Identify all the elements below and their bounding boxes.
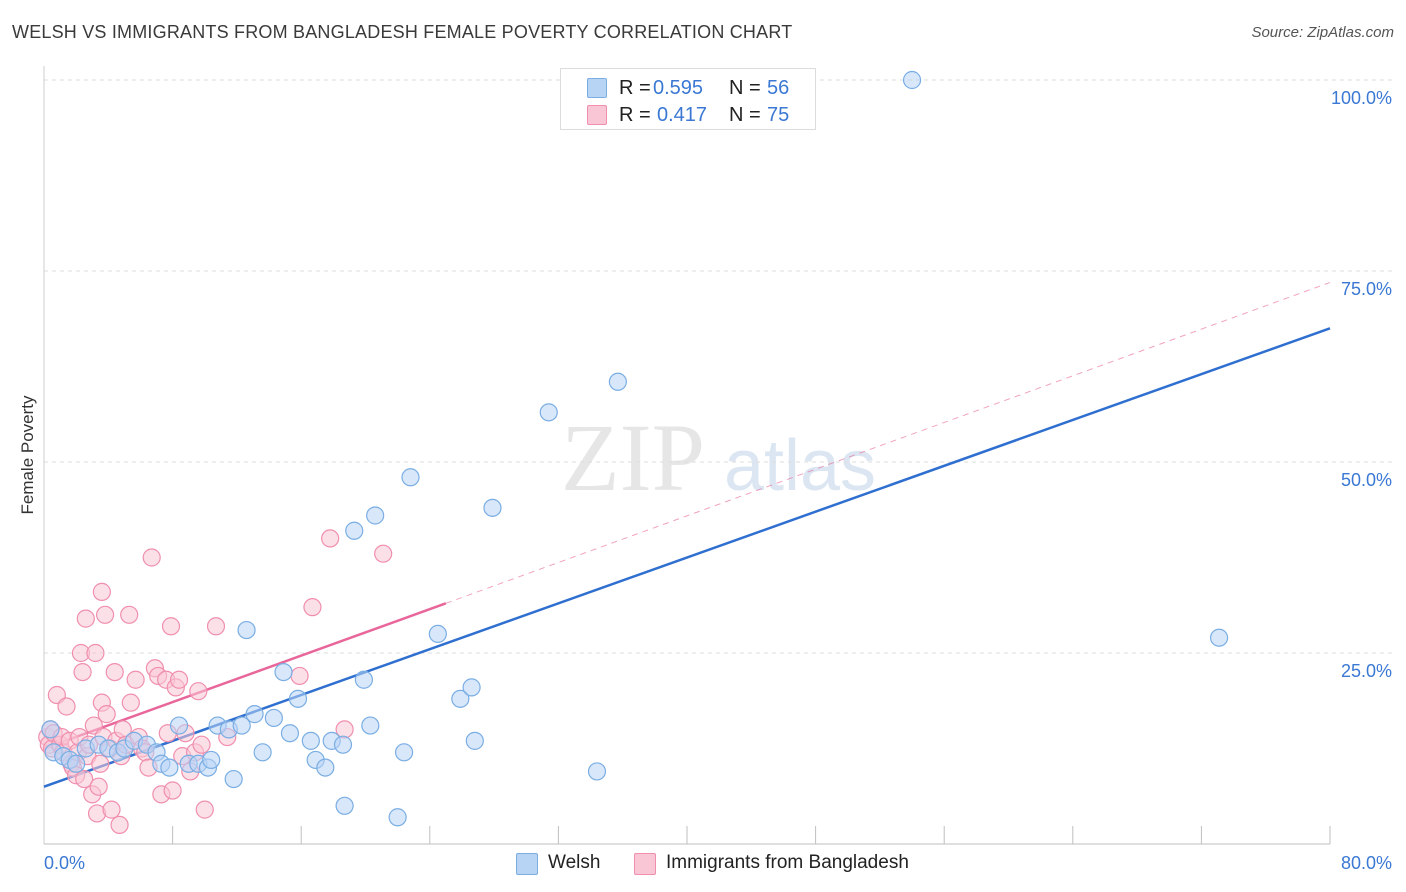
welsh-point — [902, 70, 922, 90]
bangladesh-point — [163, 781, 182, 800]
welsh-point — [354, 670, 373, 689]
y-tick-label: 100.0% — [1331, 88, 1392, 108]
welsh-point — [401, 468, 420, 487]
bangladesh-point — [195, 800, 214, 819]
bangladesh-r-label: R = — [619, 104, 651, 126]
welsh-point — [202, 750, 221, 770]
welsh-point — [224, 769, 243, 789]
bangladesh-point — [142, 548, 161, 567]
welsh-r-label: R = — [619, 77, 651, 99]
welsh-n-value: 56 — [767, 77, 790, 99]
welsh-point — [361, 716, 380, 735]
welsh-point — [587, 762, 607, 781]
watermark-zip: ZIP — [561, 404, 705, 511]
welsh-point — [539, 403, 558, 422]
bangladesh-legend-swatch — [634, 853, 656, 875]
welsh-point — [160, 758, 179, 777]
bangladesh-point — [91, 754, 110, 773]
chart-title: WELSH VS IMMIGRANTS FROM BANGLADESH FEMA… — [12, 22, 793, 42]
welsh-point — [333, 735, 353, 754]
bangladesh-point — [92, 582, 111, 601]
welsh-point — [462, 678, 481, 697]
y-axis-label: Female Poverty — [18, 395, 37, 515]
welsh-point — [253, 743, 272, 762]
welsh-point — [237, 620, 256, 640]
y-tick-label: 50.0% — [1341, 470, 1392, 490]
bangladesh-point — [110, 815, 129, 835]
bangladesh-point — [120, 605, 139, 624]
x-tick-label: 80.0% — [1341, 853, 1392, 873]
bangladesh-swatch — [587, 105, 607, 125]
y-tick-label: 75.0% — [1341, 279, 1392, 299]
axes — [43, 66, 1331, 845]
bangladesh-n-value: 75 — [767, 104, 790, 126]
bangladesh-point — [192, 735, 211, 754]
correlation-legend: R = 0.595 N = 56 R = 0.417 N = 75 — [560, 68, 816, 130]
welsh-point — [394, 743, 414, 762]
welsh-point — [232, 716, 251, 735]
watermark-atlas: atlas — [724, 426, 876, 506]
grid-lines — [44, 79, 1392, 654]
welsh-point — [1209, 628, 1229, 647]
bangladesh-r-value: 0.417 — [657, 104, 708, 126]
welsh-point — [316, 758, 335, 777]
bangladesh-point — [290, 666, 309, 686]
y-tick-label: 25.0% — [1341, 661, 1392, 681]
bangladesh-point — [95, 605, 115, 624]
watermark: ZIP atlas — [561, 404, 876, 511]
bangladesh-point — [105, 662, 124, 682]
bangladesh-trend-extension — [445, 281, 1331, 604]
trend-lines — [43, 281, 1331, 788]
bangladesh-legend-label: Immigrants from Bangladesh — [666, 852, 909, 873]
welsh-point — [301, 731, 320, 750]
welsh-point — [245, 705, 264, 724]
bangladesh-point — [121, 693, 140, 712]
bangladesh-point — [321, 529, 340, 548]
welsh-point — [345, 521, 364, 540]
bangladesh-point — [126, 670, 145, 689]
welsh-point — [169, 716, 189, 735]
welsh-r-value: 0.595 — [653, 77, 704, 99]
bangladesh-point — [303, 598, 322, 617]
welsh-point — [335, 796, 354, 815]
bangladesh-point — [76, 609, 95, 628]
data-points — [38, 70, 1229, 835]
welsh-point — [288, 689, 308, 708]
welsh-point — [608, 372, 627, 391]
bangladesh-point — [86, 643, 105, 663]
welsh-point — [264, 708, 283, 728]
bangladesh-point — [169, 670, 189, 689]
bangladesh-point — [97, 705, 116, 724]
tick-labels: 25.0% 50.0% 75.0% 100.0% 0.0% 80.0% — [44, 88, 1392, 873]
welsh-point — [274, 662, 293, 682]
bangladesh-point — [206, 617, 226, 636]
bangladesh-point — [189, 682, 208, 701]
source-label: Source: ZipAtlas.com — [1251, 24, 1394, 41]
bangladesh-point — [102, 800, 121, 819]
welsh-point — [388, 808, 407, 827]
bangladesh-point — [374, 544, 393, 563]
x-tick-label: 0.0% — [44, 853, 85, 873]
bangladesh-point — [57, 697, 76, 716]
bangladesh-n-label: N = — [729, 104, 761, 126]
bangladesh-point — [161, 617, 181, 636]
bangladesh-point — [89, 777, 108, 796]
welsh-swatch — [587, 78, 607, 98]
welsh-legend-label: Welsh — [548, 852, 601, 873]
welsh-point — [67, 754, 86, 773]
welsh-legend-swatch — [516, 853, 538, 875]
welsh-point — [366, 506, 385, 525]
bangladesh-point — [73, 662, 92, 682]
welsh-point — [41, 720, 60, 739]
welsh-point — [465, 731, 484, 750]
bangladesh-trend-line — [43, 602, 447, 750]
bangladesh-point — [75, 769, 94, 789]
welsh-point — [451, 689, 470, 708]
welsh-point — [280, 724, 300, 743]
welsh-point — [428, 624, 447, 644]
welsh-point — [483, 498, 502, 517]
welsh-n-label: N = — [729, 77, 761, 99]
